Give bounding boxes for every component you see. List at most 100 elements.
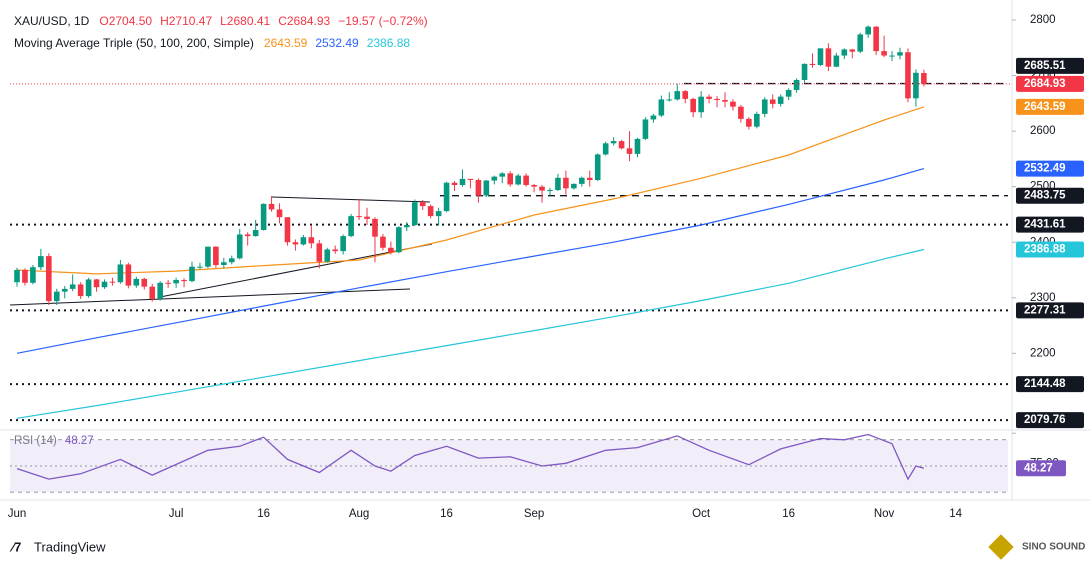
- candle-body: [746, 118, 752, 127]
- candle-body: [610, 141, 617, 144]
- candle-body: [809, 63, 816, 65]
- candle-body: [785, 90, 792, 97]
- price-tag-label: 2386.88: [1024, 244, 1066, 256]
- candle-body: [236, 234, 243, 259]
- candle-body: [849, 49, 856, 52]
- candle-body: [793, 80, 800, 90]
- x-tick-label: Jun: [8, 508, 27, 520]
- candle-body: [475, 180, 482, 196]
- candle-body: [348, 216, 354, 237]
- trendline: [271, 196, 431, 203]
- candle-body: [165, 282, 171, 284]
- candle-body: [531, 185, 537, 187]
- candle-body: [324, 249, 331, 262]
- candle-body: [515, 175, 521, 185]
- candle-body: [714, 98, 720, 100]
- candle-body: [451, 182, 458, 185]
- candle-body: [396, 227, 402, 253]
- candle-body: [292, 242, 299, 245]
- ohlc-label: H2710.47: [160, 14, 212, 28]
- candle-body: [682, 91, 689, 99]
- candle-body: [674, 91, 681, 100]
- y-tick-label: 2200: [1030, 347, 1056, 359]
- candle-body: [889, 55, 895, 57]
- candle-body: [873, 26, 879, 52]
- candle-body: [586, 177, 593, 180]
- candle-body: [650, 115, 657, 120]
- candle-body: [69, 284, 76, 289]
- rsi-value: 48.27: [65, 435, 94, 447]
- rsi-tag-label: 48.27: [1024, 462, 1053, 474]
- price-tag: [1016, 57, 1084, 74]
- candle-body: [419, 202, 426, 207]
- price-tag: [1016, 216, 1084, 233]
- price-tag: [1016, 75, 1084, 92]
- x-tick-label: 16: [782, 508, 795, 520]
- candle-body: [698, 96, 704, 113]
- candle-body: [841, 49, 848, 56]
- candle-body: [435, 211, 442, 217]
- candle-body: [308, 237, 315, 244]
- candle-body: [117, 264, 124, 283]
- x-tick-label: 16: [257, 508, 270, 520]
- candle-body: [658, 99, 665, 116]
- candle-body: [801, 63, 808, 80]
- price-tag: [1016, 241, 1084, 258]
- candle-body: [817, 48, 824, 65]
- candle-body: [93, 279, 100, 288]
- candle-body: [101, 281, 108, 288]
- y-tick-label: 2600: [1030, 125, 1056, 137]
- candle-body: [825, 48, 832, 67]
- trendline: [159, 243, 433, 298]
- x-tick-label: 14: [949, 508, 962, 520]
- ma-value: 2532.49: [315, 36, 359, 50]
- candle-body: [507, 173, 514, 185]
- candle-body: [483, 180, 490, 196]
- price-tag: [1016, 302, 1084, 319]
- rsi-title: RSI (14): [14, 435, 57, 447]
- y-tick-label: 2300: [1030, 292, 1056, 304]
- attribution: TradingView: [34, 539, 106, 554]
- candle-body: [761, 99, 768, 114]
- candle-body: [189, 266, 195, 282]
- candle-body: [666, 99, 673, 101]
- candle-body: [173, 280, 179, 284]
- price-tag-label: 2643.59: [1024, 101, 1066, 113]
- candle-body: [738, 106, 744, 119]
- candle-body: [388, 247, 394, 253]
- symbol-title: XAU/USD, 1D: [14, 14, 90, 28]
- candle-body: [14, 270, 20, 283]
- candle-body: [77, 284, 84, 297]
- candle-body: [443, 182, 450, 212]
- ohlc-label: L2680.41: [220, 14, 270, 28]
- price-tag: [1016, 376, 1084, 393]
- candle-body: [730, 101, 736, 107]
- price-tag: [1016, 160, 1084, 177]
- price-tag-label: 2684.93: [1024, 78, 1066, 90]
- price-tag: [1016, 412, 1084, 429]
- candle-body: [244, 234, 251, 237]
- candle-body: [642, 119, 649, 139]
- candle-body: [252, 230, 259, 237]
- candle-body: [602, 143, 609, 155]
- moving-average: [16, 168, 925, 354]
- rsi-band: [10, 439, 1008, 493]
- candle-body: [881, 51, 887, 56]
- candle-body: [46, 256, 52, 302]
- candle-body: [921, 73, 927, 84]
- candle-body: [459, 178, 466, 185]
- candle-body: [197, 266, 203, 268]
- ohlc-label: O2704.50: [99, 14, 152, 28]
- header-line: XAU/USD, 1D O2704.50 H2710.47 L2680.41 C268…: [14, 14, 428, 28]
- candle-body: [276, 209, 283, 218]
- x-tick-label: Jul: [169, 508, 184, 520]
- candle-body: [857, 34, 864, 52]
- candle-body: [905, 52, 911, 99]
- candle-body: [403, 225, 410, 228]
- candle-body: [332, 249, 338, 252]
- candle-body: [133, 278, 140, 286]
- candle-body: [85, 279, 92, 297]
- price-tag-label: 2277.31: [1024, 304, 1066, 316]
- x-tick-label: Aug: [349, 508, 369, 520]
